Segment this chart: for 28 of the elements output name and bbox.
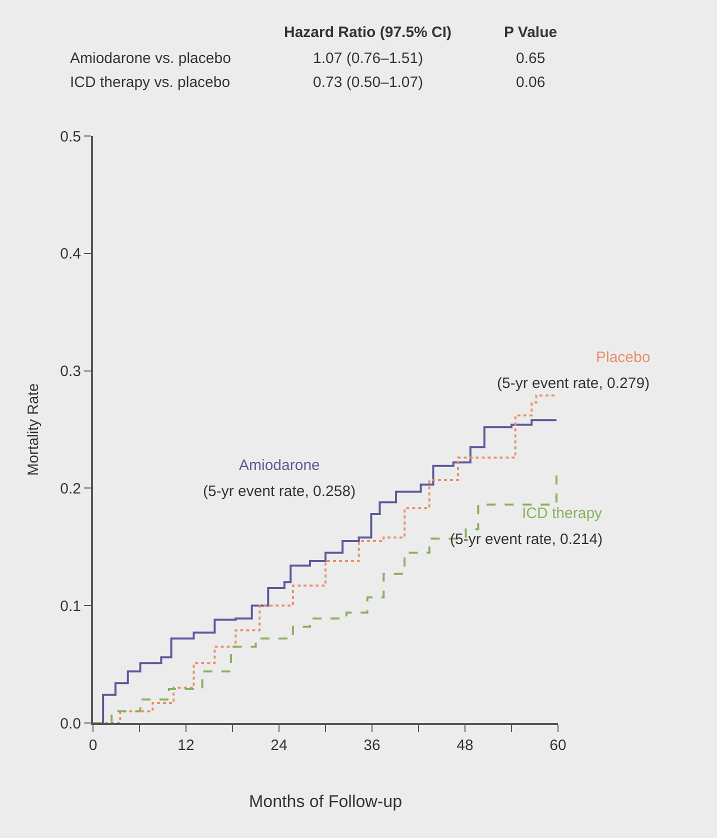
x-tick-label: 60: [550, 737, 566, 754]
annotation: (5-yr event rate, 0.258): [203, 483, 356, 500]
text: Amiodarone vs. placebo: [70, 50, 231, 67]
text: ICD therapy vs. placebo: [70, 74, 230, 91]
y-axis-title: Mortality Rate: [24, 383, 42, 476]
text: Hazard Ratio (97.5% CI): [284, 24, 452, 41]
y-tick-label: 0.0: [60, 715, 81, 732]
annotation: (5-yr event rate, 0.214): [450, 531, 603, 548]
text: Amiodarone: [239, 457, 320, 474]
x-tick-label: 36: [364, 737, 380, 754]
text: Placebo: [596, 349, 650, 366]
x-tick-label: 48: [456, 737, 474, 754]
x-tick-label: 12: [178, 737, 194, 754]
text: 1.07 (0.76–1.51): [313, 50, 424, 67]
x-axis-title: Months of Follow-up: [248, 792, 402, 811]
y-tick-label: 0.1: [60, 598, 81, 615]
y-tick-label: 0.5: [60, 128, 81, 146]
text: P Value: [504, 24, 558, 41]
x-tick-label: 24: [270, 737, 288, 754]
text: 0.65: [516, 50, 546, 67]
y-tick-label: 0.2: [60, 480, 81, 498]
y-tick-label: 0.4: [60, 246, 81, 263]
y-tick-label: 0.3: [60, 363, 81, 380]
text: 0.73 (0.50–1.07): [313, 74, 424, 91]
x-tick-label: 0: [88, 737, 98, 754]
series-label: ICD therapy: [522, 505, 603, 522]
annotation: (5-yr event rate, 0.279): [497, 375, 650, 392]
text: 0.06: [516, 74, 546, 91]
